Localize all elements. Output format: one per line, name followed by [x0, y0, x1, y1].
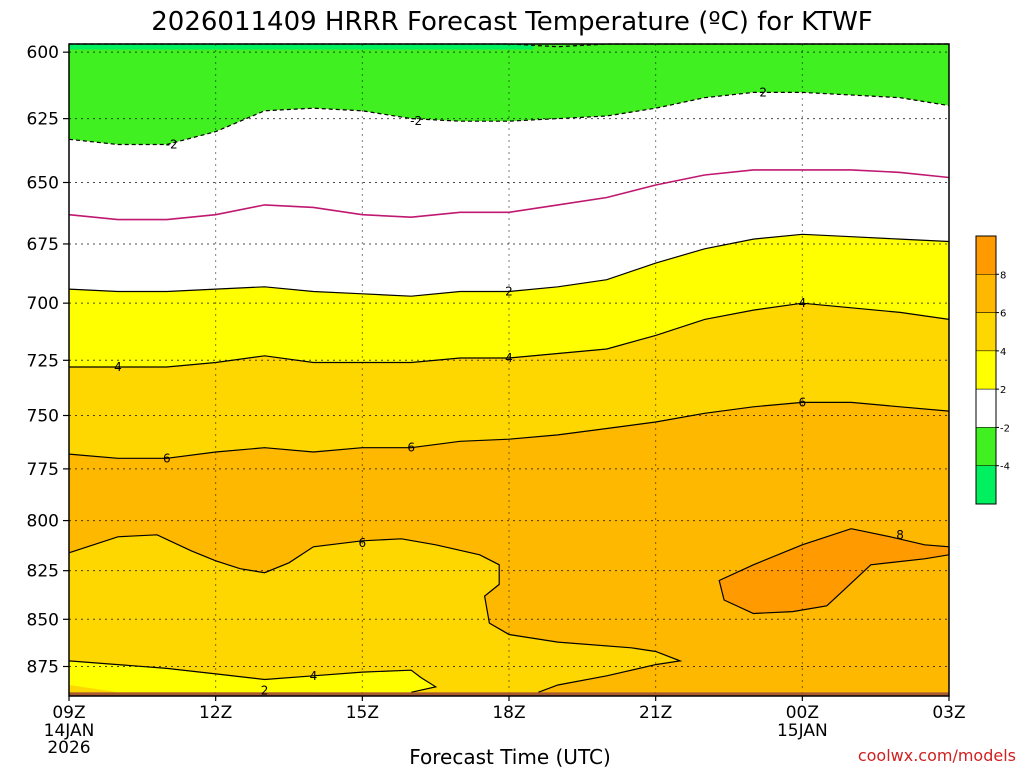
band-fill-m6-m4: [69, 44, 534, 50]
y-tick-label: 825: [27, 562, 59, 582]
y-tick-label: 875: [27, 657, 59, 677]
contour-line-6-lower: [68, 534, 683, 693]
colorbar-swatch: [975, 388, 997, 428]
x-tick-label: 15Z: [346, 703, 379, 723]
colorbar-tick-label: -4: [1000, 462, 1010, 473]
x-date-label: 14JAN: [44, 721, 95, 741]
y-tick-label: 775: [27, 460, 59, 480]
ground-strip: [69, 692, 949, 696]
contour-label: 4: [114, 360, 122, 374]
colorbar-tick-label: 4: [1000, 347, 1006, 358]
credit-text[interactable]: coolwx.com/models: [858, 746, 1016, 765]
colorbar-swatch: [975, 427, 997, 466]
y-tick-label: 675: [27, 235, 59, 255]
contour-label: 4: [799, 296, 807, 310]
contour-label: -2: [166, 137, 178, 151]
band-fill-6-8: [69, 402, 949, 693]
band-fill-2-4: [69, 234, 949, 367]
y-tick-label: 650: [27, 173, 59, 193]
contour-line: [68, 169, 950, 221]
contour-line-4-surface: [68, 660, 438, 693]
contour-line: [69, 302, 950, 368]
contour-line: [68, 401, 950, 459]
contour-label: 2: [261, 684, 269, 698]
plot-area: -2 -2 2 2 4 4 4 6 6 6 6 8 4 2: [68, 43, 950, 698]
x-tick-label: 12Z: [199, 703, 232, 723]
x-date-label: 15JAN: [777, 721, 828, 741]
band-fill-m4-m2: [69, 44, 949, 145]
y-tick-label: 725: [27, 351, 59, 371]
colorbar-tick-label: 8: [1000, 270, 1006, 281]
contour-label: 6: [407, 441, 415, 455]
y-tick-label: 625: [27, 110, 59, 130]
colorbar-tick-label: 2: [1000, 385, 1006, 396]
colorbar-frame: [975, 235, 997, 505]
y-tick-label: 850: [27, 610, 59, 630]
colorbar-tick-label: 6: [1000, 309, 1006, 320]
colorbar-swatch: [975, 235, 997, 275]
contour-label: 6: [799, 395, 807, 409]
x-tick-label: 00Z: [786, 703, 819, 723]
contour-label: 4: [505, 351, 513, 365]
y-tick-label: 750: [27, 406, 59, 426]
y-axis: 600 625 650 675 700 725 750 775 800 825 850 875: [27, 43, 69, 677]
colorbar-swatch: [975, 350, 997, 390]
colorbar-tick-label: -2: [1000, 423, 1010, 434]
y-tick-label: 800: [27, 512, 59, 532]
contour-label: -2: [410, 114, 422, 128]
chart-title: 2026011409 HRRR Forecast Temperature (ºC…: [151, 7, 873, 37]
contour-line: [68, 233, 950, 297]
contour-line: [68, 91, 950, 146]
contour-label: 6: [163, 451, 171, 465]
x-tick-label: 21Z: [639, 703, 672, 723]
contour-label: 8: [896, 528, 904, 542]
y-tick-label: 700: [27, 294, 59, 314]
x-axis-label: Forecast Time (UTC): [409, 745, 611, 768]
y-tick-label: 600: [27, 43, 59, 63]
colorbar-legend: 8 6 4 2 -2 -4: [975, 235, 1010, 505]
colorbar-swatch: [975, 274, 997, 313]
contour-label: 2: [505, 284, 513, 298]
contour-line-8: [718, 528, 950, 615]
colorbar-swatch: [975, 312, 997, 352]
contour-label: 6: [359, 536, 367, 550]
x-tick-label: 03Z: [932, 703, 965, 723]
colorbar-swatch: [975, 465, 997, 505]
band-fill-surface-2-4: [69, 660, 436, 695]
contour-label: 4: [310, 669, 318, 683]
x-tick-label: 18Z: [492, 703, 525, 723]
x-date-label: 2026: [47, 738, 90, 758]
x-tick-label: 09Z: [52, 703, 85, 723]
band-fill-8-10: [719, 528, 949, 614]
contour-label: 2: [759, 85, 767, 99]
